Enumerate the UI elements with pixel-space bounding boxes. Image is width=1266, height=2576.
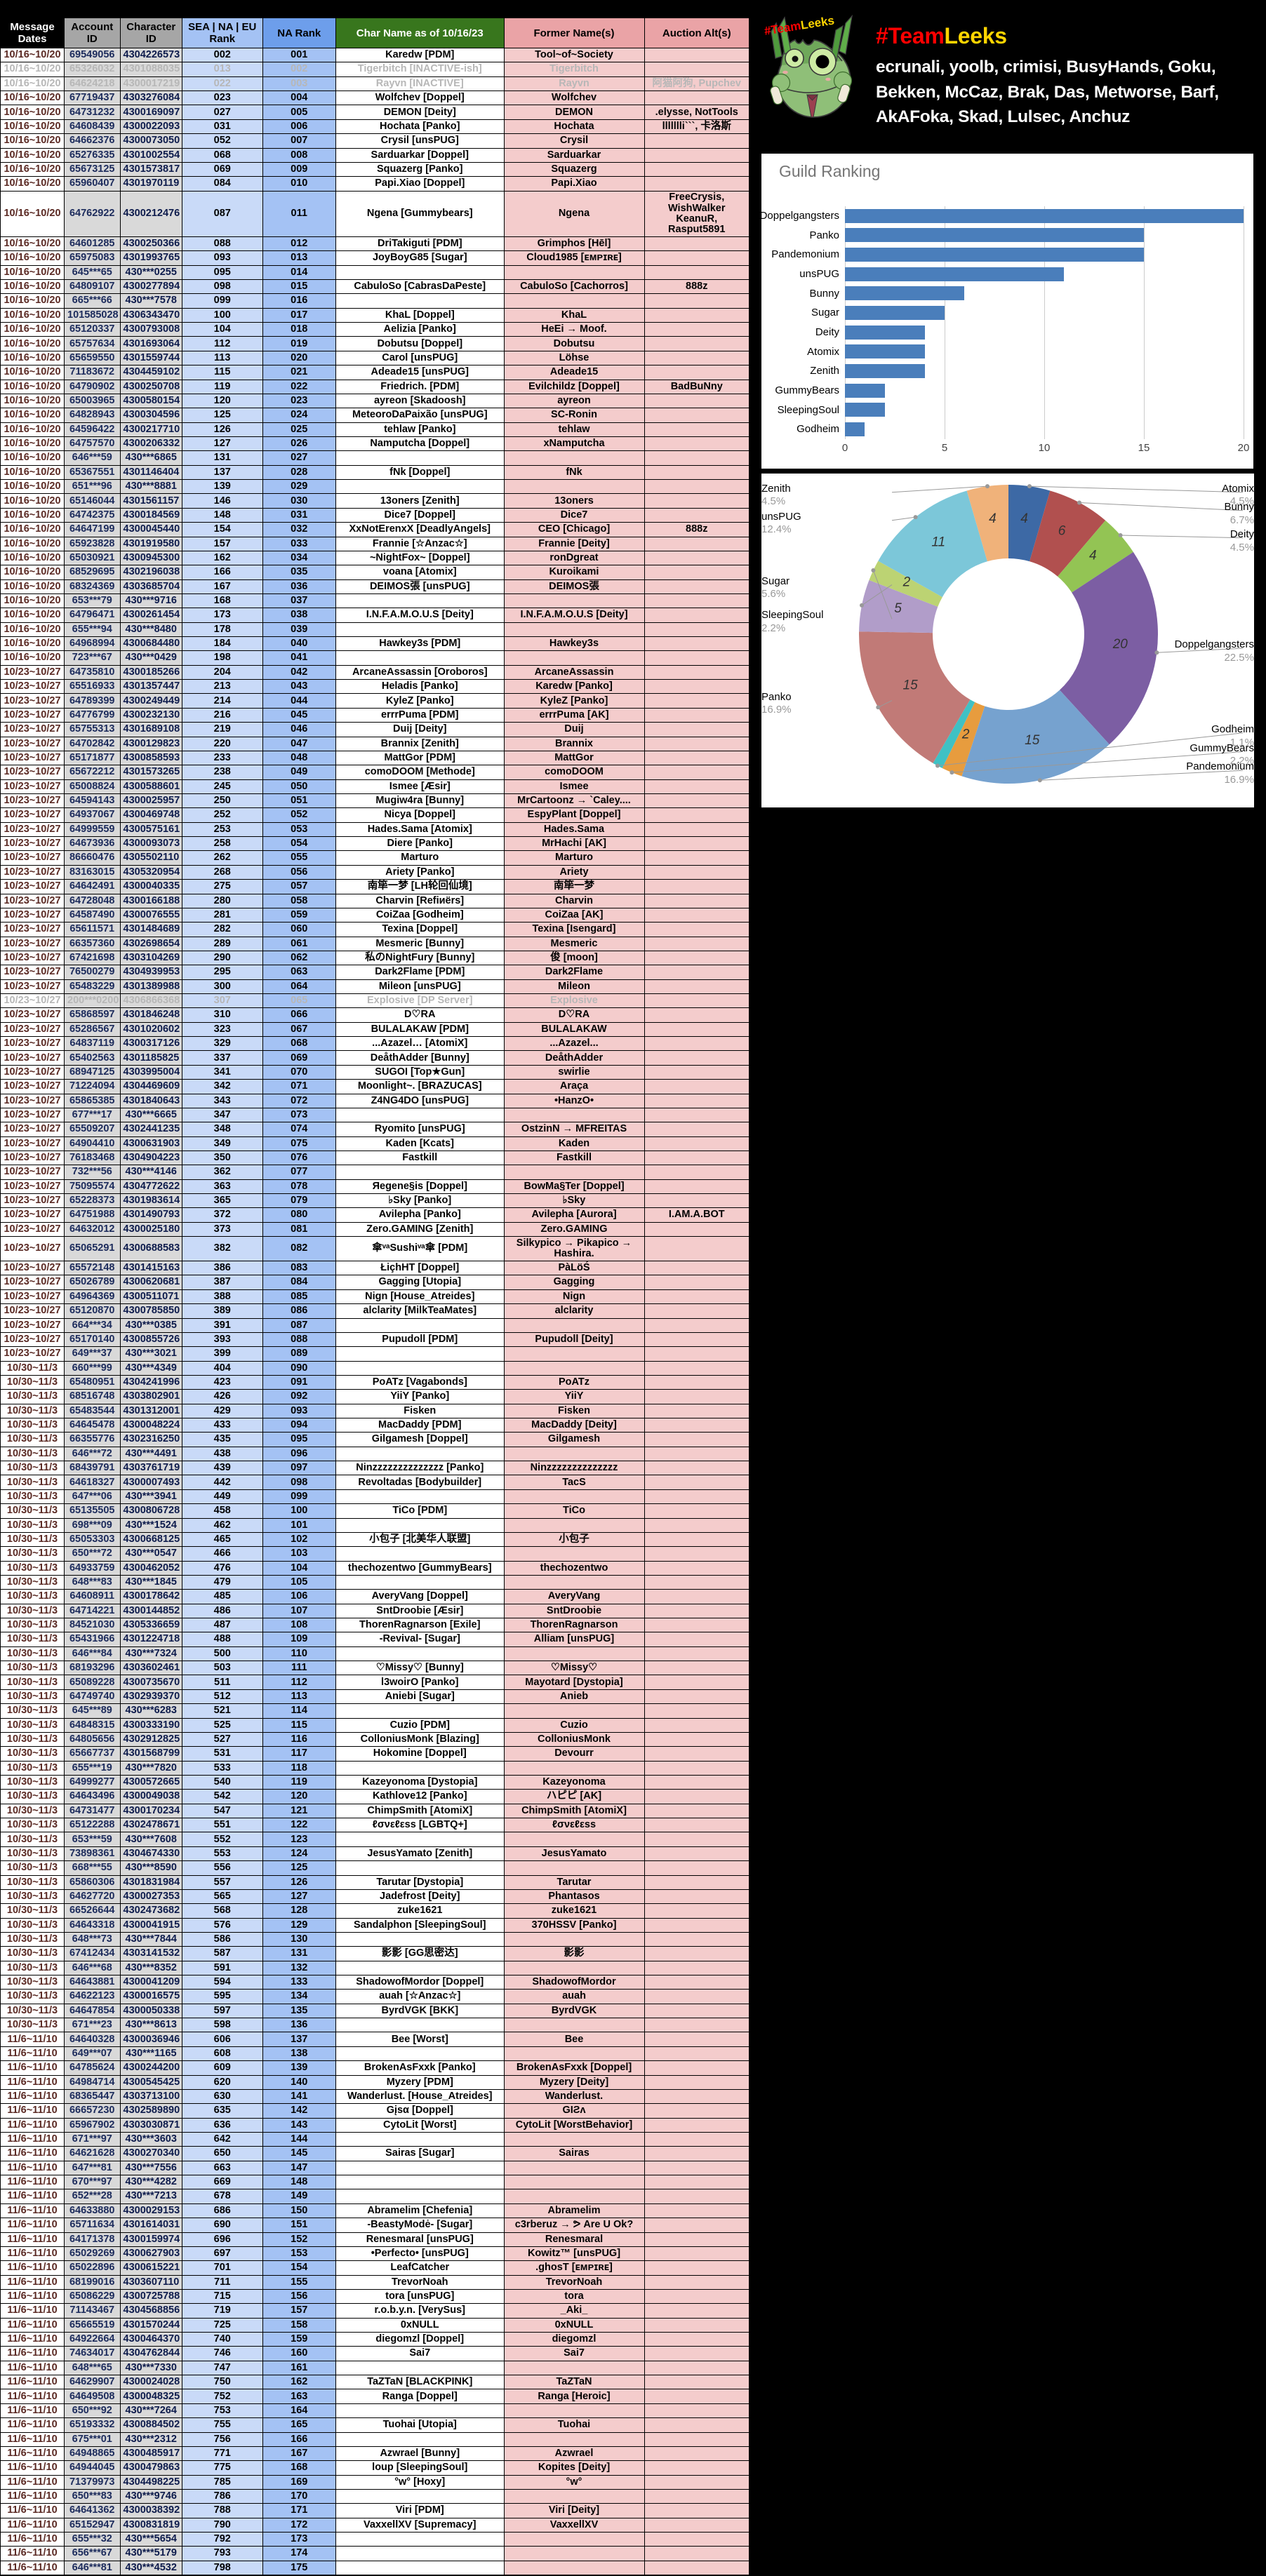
svg-text:6: 6 [1058,524,1066,539]
svg-text:#TeamLeeks: #TeamLeeks [764,13,835,38]
svg-text:2: 2 [902,575,911,590]
svg-text:11: 11 [931,535,945,549]
svg-text:15: 15 [903,678,919,693]
svg-text:20: 20 [1112,637,1128,652]
svg-text:5: 5 [894,601,902,616]
svg-text:4: 4 [989,511,997,526]
svg-text:4: 4 [1089,549,1097,563]
svg-text:15: 15 [1025,733,1040,748]
svg-text:2: 2 [961,727,970,742]
svg-text:4: 4 [1020,511,1028,526]
